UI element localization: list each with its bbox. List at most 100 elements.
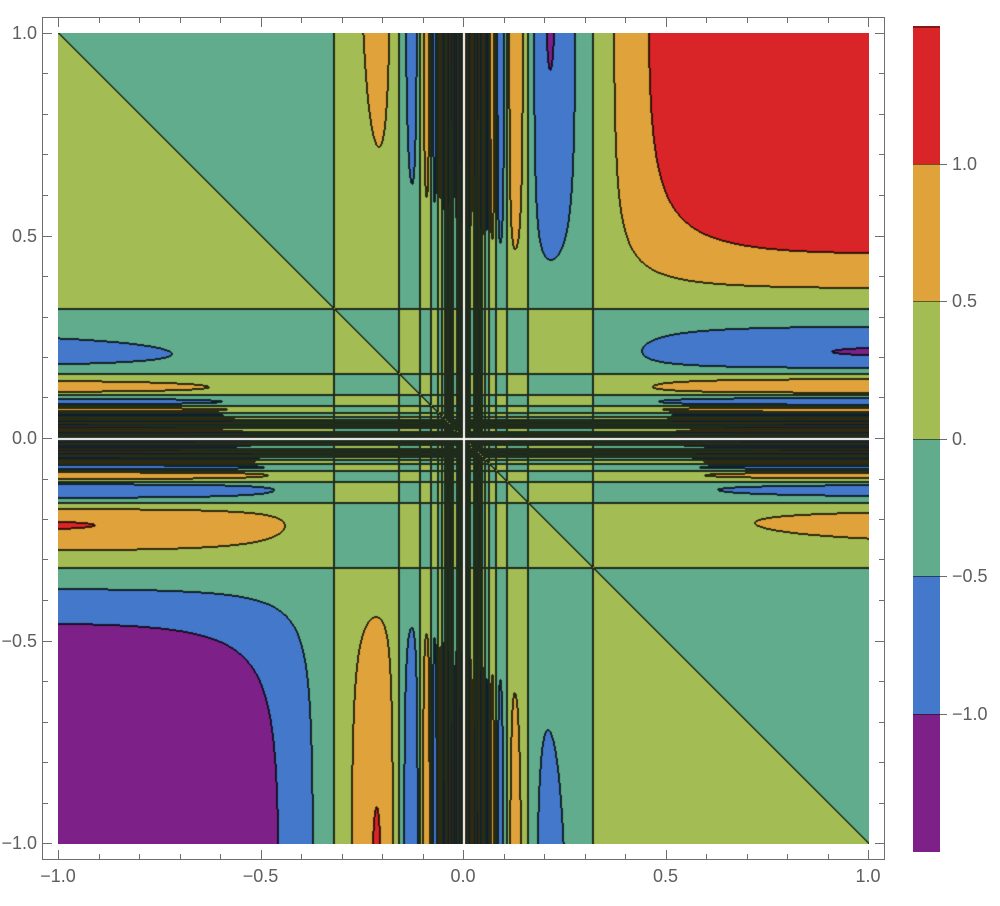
x-axis-tick-top [585, 18, 586, 23]
y-axis-tick-label: −0.5 [1, 630, 37, 651]
x-axis-tick-bottom [180, 854, 181, 859]
y-axis-tick-label: 1.0 [11, 23, 37, 43]
x-axis-tick-bottom [58, 850, 59, 859]
x-axis-tick-label: 0.5 [652, 866, 679, 886]
colorbar-level-line [913, 164, 940, 165]
y-axis-tick-right [879, 681, 884, 682]
y-axis-tick-label: 0.5 [11, 225, 37, 246]
x-axis-tick-top [180, 18, 181, 23]
colorbar-tick-label: 1.0 [952, 153, 978, 174]
y-axis-tick-left [43, 722, 48, 723]
colorbar-tick-label: −0.5 [952, 566, 988, 586]
colorbar-tick [940, 301, 947, 302]
colorbar-level-line [913, 301, 940, 302]
y-axis-tick-left [43, 114, 48, 115]
y-axis-tick-right [879, 559, 884, 560]
y-axis-tick-left [43, 236, 52, 237]
x-axis-tick-top [463, 18, 464, 27]
x-axis-tick-top [828, 18, 829, 23]
colorbar-segment-blue [913, 576, 940, 714]
y-axis-tick-right [879, 479, 884, 480]
x-axis-tick-top [220, 18, 221, 23]
x-axis-tick-top [382, 18, 383, 23]
colorbar-segment-yellow-green [913, 301, 940, 439]
x-axis-tick-bottom [625, 854, 626, 859]
colorbar-top-edge [913, 26, 940, 28]
x-axis-tick-top [544, 18, 545, 23]
y-axis-tick-left [43, 357, 48, 358]
y-axis-tick-left [43, 681, 48, 682]
y-axis-tick-right [879, 803, 884, 804]
x-axis-tick-bottom [301, 854, 302, 859]
colorbar-tick [940, 714, 947, 715]
x-axis-tick-label: −1.0 [40, 866, 76, 886]
y-axis-tick-left [43, 641, 52, 642]
y-axis-tick-right [875, 236, 884, 237]
colorbar-tick [940, 164, 947, 165]
y-axis-tick-left [43, 843, 52, 844]
colorbar-level-line [913, 714, 940, 715]
y-axis-tick-right [879, 154, 884, 155]
colorbar-segment-orange [913, 163, 940, 302]
x-axis-tick-top [625, 18, 626, 23]
colorbar-level-line [913, 576, 940, 577]
x-axis-tick-bottom [342, 854, 343, 859]
contour-plot-canvas [58, 33, 869, 844]
x-axis-tick-label: −0.5 [242, 866, 279, 886]
x-axis-tick-bottom [747, 854, 748, 859]
x-axis-tick-top [423, 18, 424, 23]
colorbar-tick-label: 0.5 [952, 291, 978, 311]
y-axis-tick-right [875, 33, 884, 34]
y-axis-tick-left [43, 559, 48, 560]
y-axis-tick-left [43, 600, 48, 601]
y-axis-tick-right [879, 397, 884, 398]
y-axis-tick-right [879, 114, 884, 115]
x-axis-tick-bottom [99, 854, 100, 859]
y-axis-tick-left [43, 317, 48, 318]
y-axis-tick-right [879, 317, 884, 318]
y-axis-tick-left [43, 397, 48, 398]
y-axis-tick-right [875, 641, 884, 642]
y-axis-tick-right [879, 73, 884, 74]
y-axis-tick-right [879, 762, 884, 763]
x-axis-tick-bottom [706, 854, 707, 859]
y-axis-tick-right [879, 276, 884, 277]
colorbar-tick [940, 576, 947, 577]
y-axis-tick-right [879, 600, 884, 601]
y-axis-tick-right [879, 722, 884, 723]
y-axis-tick-right [879, 357, 884, 358]
y-axis-tick-left [43, 154, 48, 155]
y-axis-tick-right [879, 519, 884, 520]
y-axis-tick-label: 0.0 [11, 428, 37, 448]
colorbar-level-line [913, 439, 940, 440]
x-axis-tick-top [139, 18, 140, 23]
y-axis-tick-right [875, 843, 884, 844]
colorbar-tick-label: 0. [952, 428, 968, 449]
x-axis-tick-label: 1.0 [855, 866, 881, 886]
x-axis-tick-bottom [139, 854, 140, 859]
y-axis-tick-left [43, 519, 48, 520]
x-axis-tick-bottom [423, 854, 424, 859]
x-axis-tick-label: 0.0 [450, 866, 476, 886]
y-axis-tick-left [43, 195, 48, 196]
y-axis-tick-left [43, 276, 48, 277]
x-axis-tick-top [301, 18, 302, 23]
x-axis-tick-top [666, 18, 667, 27]
x-axis-tick-bottom [585, 854, 586, 859]
y-axis-tick-label: −1.0 [1, 833, 37, 853]
colorbar-segment-purple [913, 713, 940, 852]
x-axis-tick-top [342, 18, 343, 23]
colorbar-segment-teal [913, 438, 940, 577]
colorbar-tick [940, 439, 947, 440]
y-axis-tick-left [43, 33, 52, 34]
x-axis-tick-top [261, 18, 262, 27]
x-axis-tick-bottom [828, 854, 829, 859]
x-axis-tick-bottom [868, 850, 869, 859]
x-axis-tick-bottom [463, 850, 464, 859]
x-axis-tick-bottom [544, 854, 545, 859]
x-axis-tick-bottom [504, 854, 505, 859]
y-axis-tick-left [43, 73, 48, 74]
x-axis-tick-bottom [261, 850, 262, 859]
x-axis-tick-bottom [220, 854, 221, 859]
